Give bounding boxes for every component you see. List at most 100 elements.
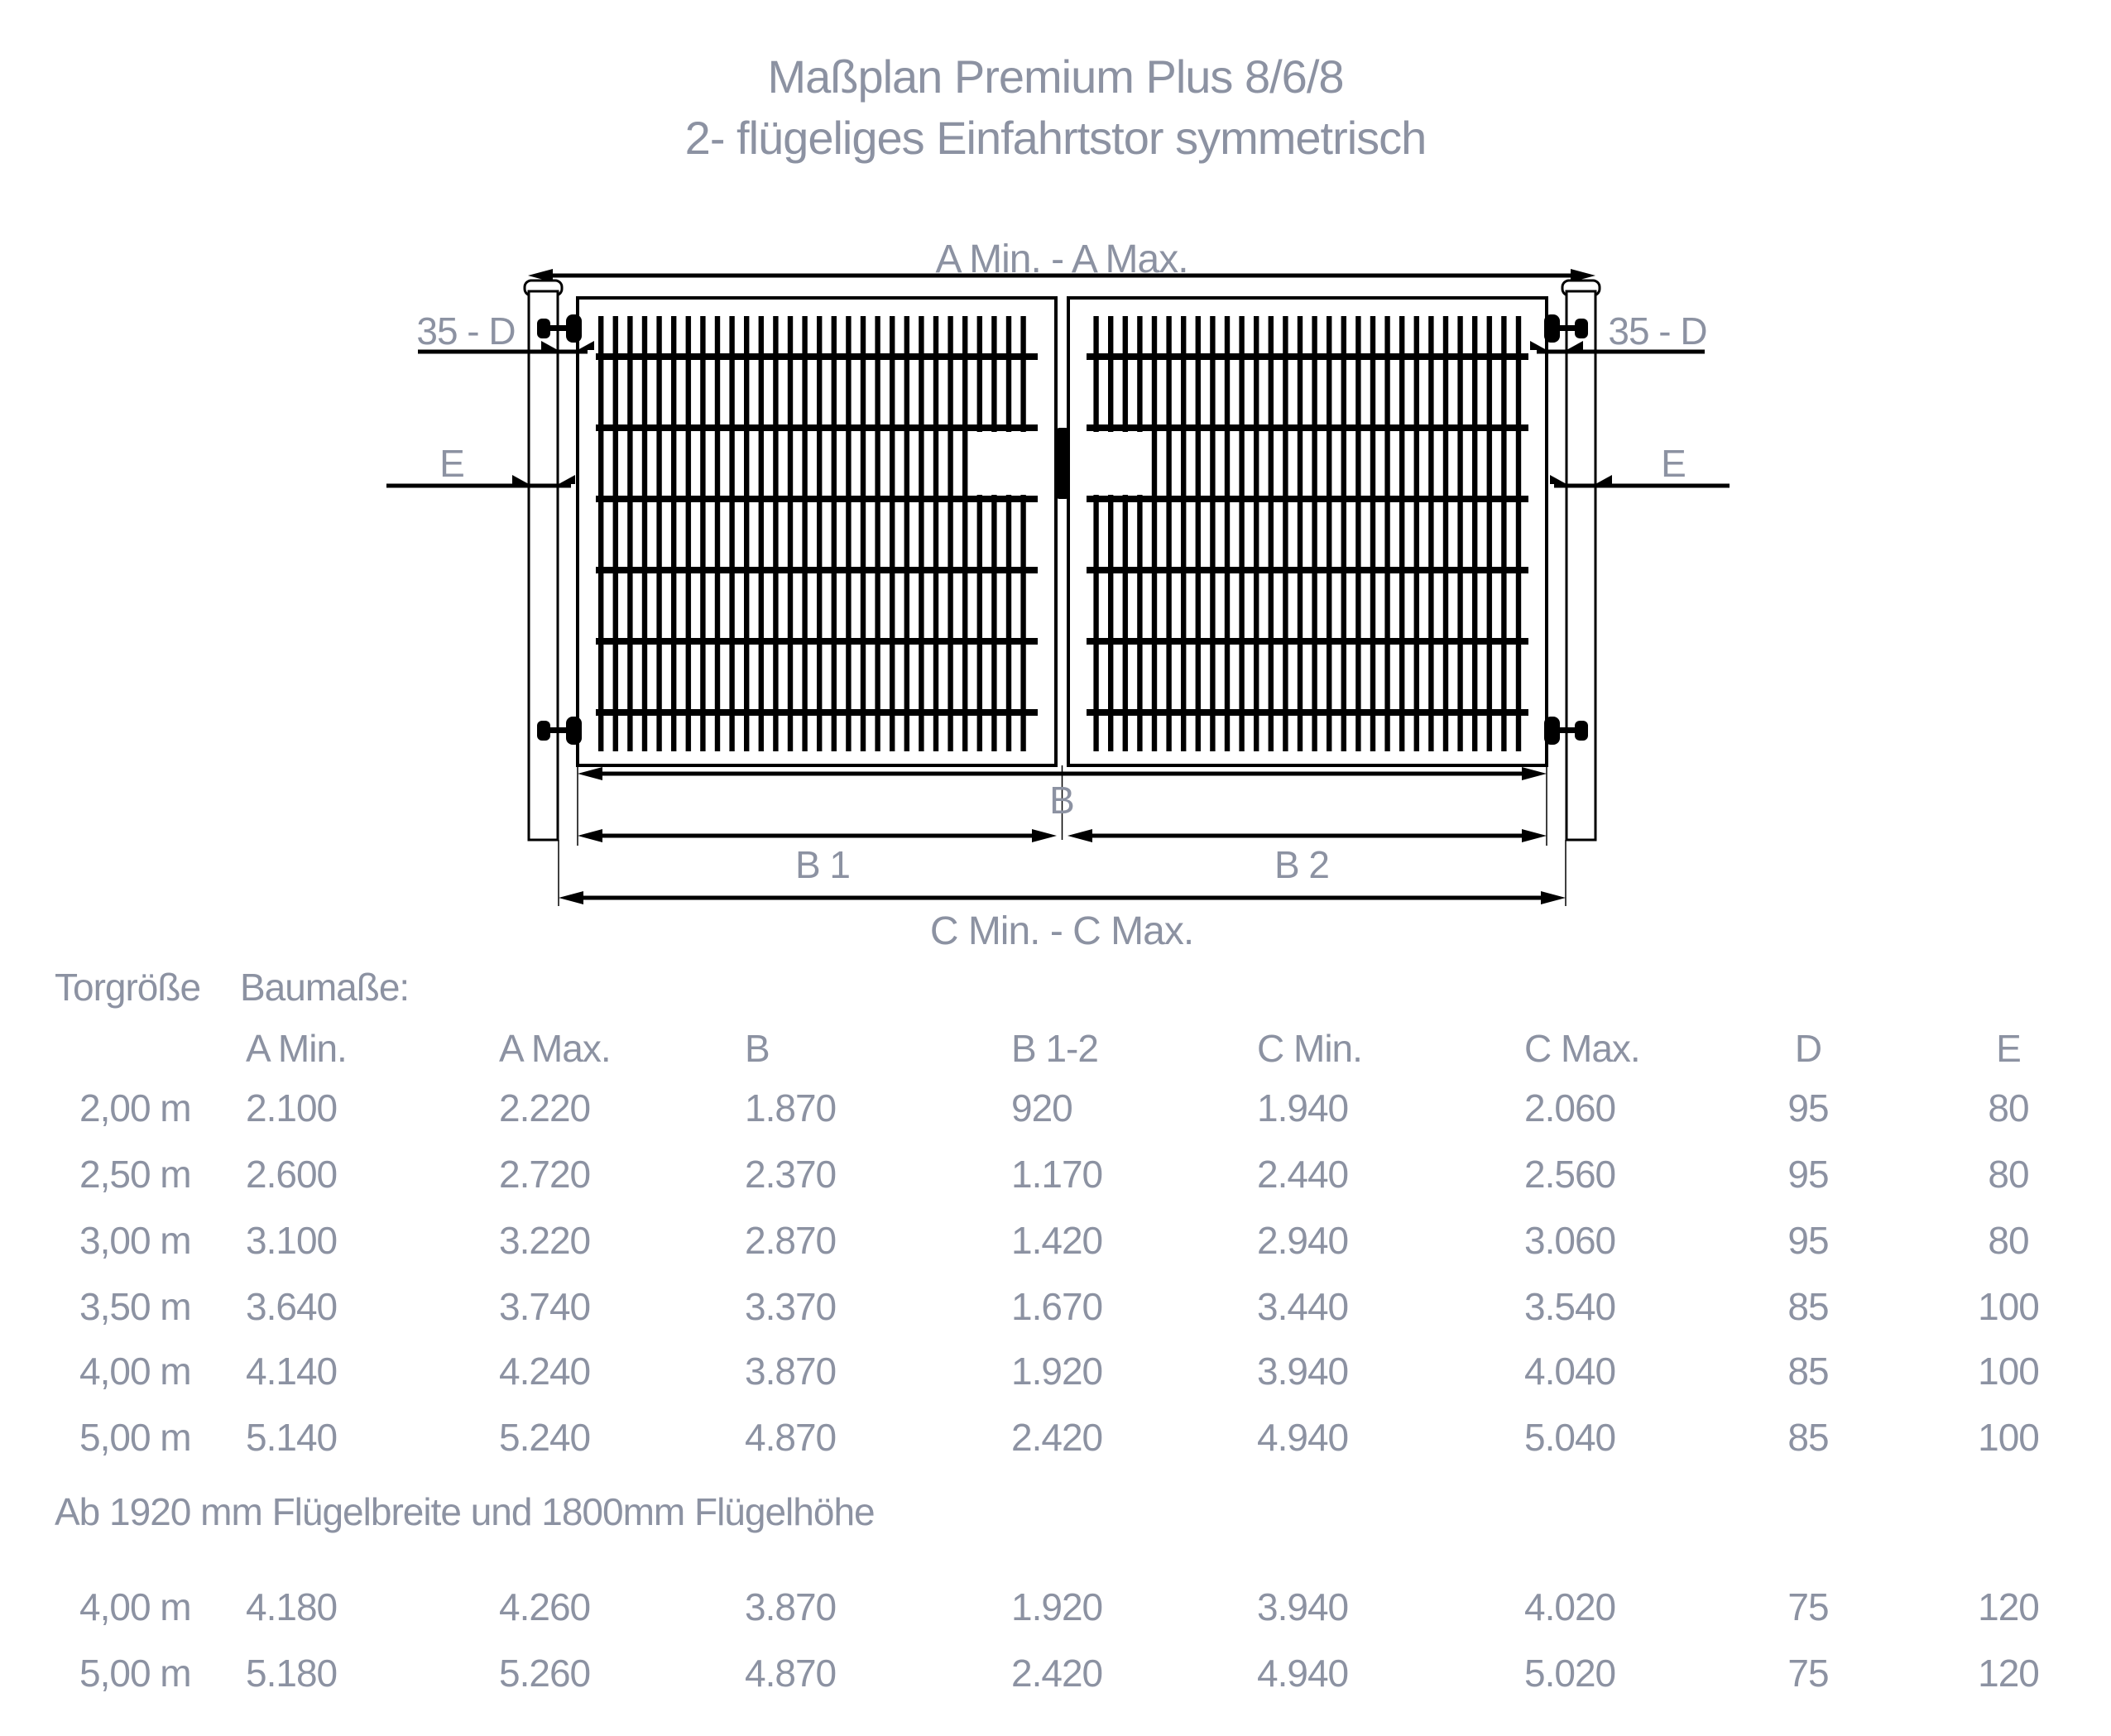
table-cell: 100 — [1978, 1285, 2040, 1328]
table-cell: 3.870 — [745, 1585, 837, 1628]
table-cell: 4,00 m — [79, 1350, 192, 1393]
table-cell: 2.420 — [1011, 1416, 1103, 1459]
table-cell: 2.440 — [1257, 1153, 1349, 1196]
table-cell: 75 — [1787, 1652, 1829, 1695]
table-cell: 2.940 — [1257, 1219, 1349, 1262]
table-cell: 5,00 m — [79, 1416, 192, 1459]
table-cell: 95 — [1787, 1153, 1829, 1196]
table-cell: 3.940 — [1257, 1585, 1349, 1628]
left-post — [523, 279, 564, 842]
page-subtitle: 2- flügeliges Einfahrtstor symmetrisch — [684, 112, 1427, 164]
table-cell: 4.870 — [745, 1652, 837, 1695]
dimension-d-left — [418, 341, 594, 354]
table-cell: 3.100 — [246, 1219, 338, 1262]
dimension-a-arrow — [528, 269, 1595, 282]
table-row: 4,00 m 4.180 4.260 3.870 1.920 3.940 4.020 75 12… — [0, 1585, 2111, 1633]
table-cell: 3.440 — [1257, 1285, 1349, 1328]
table-cell: 4.180 — [246, 1585, 338, 1628]
table-cell: 4.870 — [745, 1416, 837, 1459]
table-cell: 5.260 — [499, 1652, 591, 1695]
table-cell: 1.170 — [1011, 1153, 1103, 1196]
table-cell: 4.940 — [1257, 1652, 1349, 1695]
table-cell: 5,00 m — [79, 1652, 192, 1695]
table-row: 4,00 m 4.140 4.240 3.870 1.920 3.940 4.040 85 10… — [0, 1349, 2111, 1397]
table-cell: 100 — [1978, 1416, 2040, 1459]
table-row: 3,00 m 3.100 3.220 2.870 1.420 2.940 3.060 95 80 — [0, 1218, 2111, 1266]
right-wing-rails — [1087, 353, 1528, 716]
table-cell: 4.240 — [499, 1350, 591, 1393]
table-cell: 2.220 — [499, 1086, 591, 1129]
col-header-d: D — [1794, 1027, 1822, 1070]
table-header-torgroesse: Torgröße — [55, 966, 201, 1009]
table-cell: 3,50 m — [79, 1285, 192, 1328]
table-cell: 100 — [1978, 1350, 2040, 1393]
dimension-e-right — [1550, 475, 1730, 488]
col-header-e: E — [1996, 1027, 2022, 1070]
table-cell: 1.420 — [1011, 1219, 1103, 1262]
table-cell: 2.420 — [1011, 1652, 1103, 1695]
extension-lines — [558, 765, 1566, 906]
dimension-c-arrow — [559, 891, 1566, 904]
table-cell: 2.060 — [1524, 1086, 1616, 1129]
label-a-dimension: A Min. - A Max. — [935, 237, 1188, 281]
left-lock-area — [975, 432, 1038, 495]
table-cell: 5.140 — [246, 1416, 338, 1459]
table-cell: 95 — [1787, 1219, 1829, 1262]
dimension-e-left — [386, 475, 575, 488]
table-column-header-row: A Min. A Max. B B 1-2 C Min. C Max. D E — [0, 1026, 2111, 1074]
label-b1: B 1 — [794, 843, 851, 886]
table-cell: 3.740 — [499, 1285, 591, 1328]
table-cell: 85 — [1787, 1350, 1829, 1393]
table-cell: 1.870 — [745, 1086, 837, 1129]
table-cell: 5.040 — [1524, 1416, 1616, 1459]
table-cell: 920 — [1011, 1086, 1073, 1129]
col-header-c-min: C Min. — [1257, 1027, 1363, 1070]
table-cell: 2.720 — [499, 1153, 591, 1196]
table-cell: 75 — [1787, 1585, 1829, 1628]
table-cell: 2.560 — [1524, 1153, 1616, 1196]
table-cell: 2.600 — [246, 1153, 338, 1196]
col-header-c-max: C Max. — [1524, 1027, 1641, 1070]
table-row: 5,00 m 5.140 5.240 4.870 2.420 4.940 5.040 85 10… — [0, 1415, 2111, 1463]
table-cell: 5.020 — [1524, 1652, 1616, 1695]
table-cell: 2.370 — [745, 1153, 837, 1196]
label-d-left: 35 - D — [416, 309, 516, 352]
table-cell: 2.870 — [745, 1219, 837, 1262]
col-header-a-max: A Max. — [499, 1027, 612, 1070]
table-row: 5,00 m 5.180 5.260 4.870 2.420 4.940 5.020 75 12… — [0, 1651, 2111, 1699]
table-cell: 85 — [1787, 1416, 1829, 1459]
table-cell: 5.180 — [246, 1652, 338, 1695]
table-cell: 3.060 — [1524, 1219, 1616, 1262]
col-header-b: B — [745, 1027, 770, 1070]
label-d-right: 35 - D — [1608, 309, 1707, 352]
table-cell: 3.220 — [499, 1219, 591, 1262]
hinge-bottom-right — [1544, 717, 1588, 745]
table-cell: 3.370 — [745, 1285, 837, 1328]
left-wing-rails — [596, 353, 1038, 716]
table-cell: 1.920 — [1011, 1350, 1103, 1393]
table-row: 2,50 m 2.600 2.720 2.370 1.170 2.440 2.560 95 80 — [0, 1152, 2111, 1200]
gate-handle — [1057, 428, 1068, 499]
table-cell: 3.870 — [745, 1350, 837, 1393]
label-b: B — [1049, 779, 1075, 822]
table-cell: 2,00 m — [79, 1086, 192, 1129]
table-cell: 80 — [1988, 1086, 2029, 1129]
table-cell: 2.100 — [246, 1086, 338, 1129]
label-e-right: E — [1661, 442, 1686, 485]
table-cell: 3.640 — [246, 1285, 338, 1328]
dimension-b2-arrow — [1067, 829, 1547, 842]
table-cell: 4,00 m — [79, 1585, 192, 1628]
hinge-top-left — [537, 314, 582, 343]
table-cell: 85 — [1787, 1285, 1829, 1328]
table-cell: 3.940 — [1257, 1350, 1349, 1393]
dimension-b1-arrow — [578, 829, 1057, 842]
label-c-dimension: C Min. - C Max. — [929, 909, 1194, 953]
table-cell: 4.940 — [1257, 1416, 1349, 1459]
table-cell: 120 — [1978, 1585, 2040, 1628]
table-cell: 5.240 — [499, 1416, 591, 1459]
table-cell: 3.540 — [1524, 1285, 1616, 1328]
left-wing-bars — [598, 316, 1035, 751]
hinge-top-right — [1544, 314, 1588, 343]
dimension-d-right — [1530, 341, 1705, 354]
table-cell: 80 — [1988, 1153, 2029, 1196]
